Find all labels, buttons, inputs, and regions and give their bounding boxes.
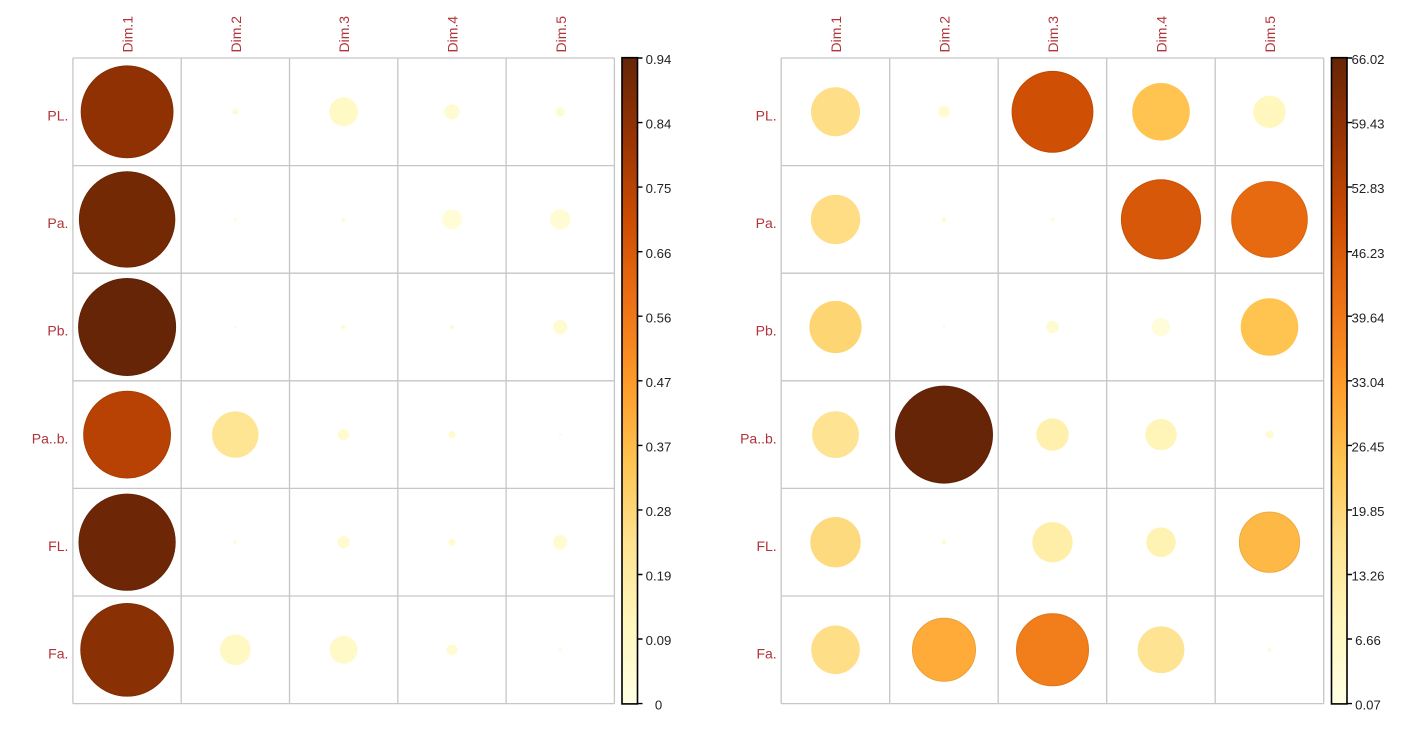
svg-text:0.19: 0.19 (646, 569, 672, 584)
svg-text:Dim.3: Dim.3 (1045, 16, 1061, 53)
svg-text:66.02: 66.02 (1351, 52, 1384, 67)
svg-text:Pa.: Pa. (47, 215, 68, 231)
svg-text:0.94: 0.94 (646, 52, 672, 67)
svg-text:0.07: 0.07 (1355, 698, 1381, 713)
svg-text:Dim.2: Dim.2 (228, 16, 244, 53)
svg-text:0.37: 0.37 (646, 439, 672, 454)
svg-text:39.64: 39.64 (1351, 310, 1384, 325)
svg-text:52.83: 52.83 (1351, 181, 1384, 196)
svg-text:Pa..b.: Pa..b. (740, 430, 777, 446)
svg-text:19.85: 19.85 (1351, 504, 1384, 519)
svg-text:Fa.: Fa. (48, 646, 68, 662)
svg-text:46.23: 46.23 (1351, 246, 1384, 261)
svg-text:0.47: 0.47 (646, 375, 672, 390)
svg-text:0.84: 0.84 (646, 117, 672, 132)
svg-text:Dim.3: Dim.3 (336, 16, 352, 53)
svg-text:Dim.5: Dim.5 (1262, 16, 1278, 53)
svg-text:PL.: PL. (47, 108, 68, 124)
svg-text:0.75: 0.75 (646, 181, 672, 196)
svg-text:0.09: 0.09 (646, 633, 672, 648)
svg-text:26.45: 26.45 (1351, 439, 1384, 454)
svg-text:Dim.2: Dim.2 (937, 16, 953, 53)
svg-text:59.43: 59.43 (1351, 117, 1384, 132)
svg-text:Dim.1: Dim.1 (120, 16, 136, 53)
svg-text:Pb.: Pb. (47, 323, 68, 339)
svg-text:FL.: FL. (48, 538, 68, 554)
svg-text:0.28: 0.28 (646, 504, 672, 519)
svg-text:Pa.: Pa. (756, 215, 777, 231)
svg-text:PL.: PL. (756, 108, 777, 124)
svg-text:FL.: FL. (756, 538, 776, 554)
svg-text:33.04: 33.04 (1351, 375, 1384, 390)
svg-text:0.56: 0.56 (646, 310, 672, 325)
svg-text:6.66: 6.66 (1355, 633, 1381, 648)
svg-text:0: 0 (655, 698, 662, 713)
svg-text:13.26: 13.26 (1351, 569, 1384, 584)
svg-text:Fa.: Fa. (756, 646, 776, 662)
svg-text:Dim.4: Dim.4 (445, 16, 461, 53)
svg-text:Dim.5: Dim.5 (553, 16, 569, 53)
svg-text:Dim.1: Dim.1 (828, 16, 844, 53)
svg-text:0.66: 0.66 (646, 246, 672, 261)
svg-text:Dim.4: Dim.4 (1154, 16, 1170, 53)
svg-text:Pa..b.: Pa..b. (32, 430, 69, 446)
svg-text:Pb.: Pb. (756, 323, 777, 339)
